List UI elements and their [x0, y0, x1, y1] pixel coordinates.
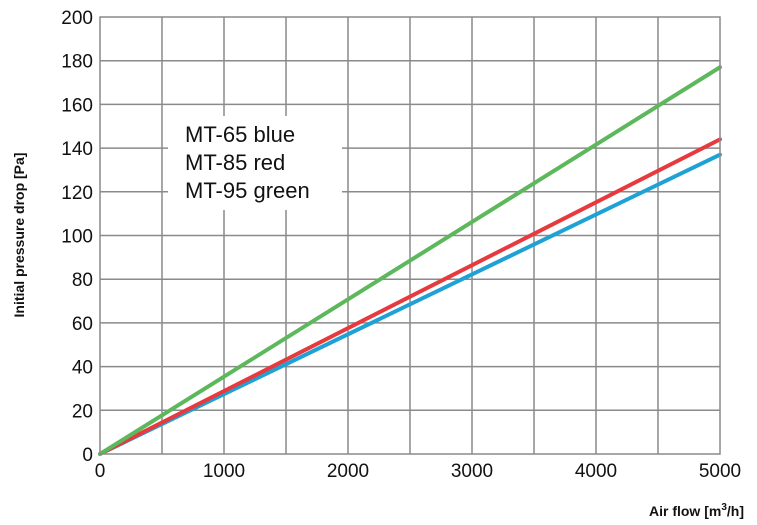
y-tick-label: 60 [72, 314, 93, 335]
x-tick-label: 5000 [699, 461, 741, 482]
y-tick-label: 0 [82, 445, 93, 466]
tick-labels: 0 1000 2000 3000 4000 5000 0 20 40 60 80 100 120 140 1… [61, 8, 741, 482]
x-axis-title: Air flow [m3/h] [649, 502, 744, 519]
x-tick-label: 3000 [451, 461, 493, 482]
y-tick-label: 120 [61, 183, 93, 204]
series-line-mt65 [98, 152, 722, 456]
x-tick-label: 1000 [203, 461, 245, 482]
series-lines [98, 65, 722, 456]
y-tick-label: 20 [72, 401, 93, 422]
y-tick-label: 80 [72, 270, 93, 291]
legend-box: MT-65 blue MT-85 red MT-95 green [168, 116, 342, 210]
y-tick-label: 40 [72, 358, 93, 379]
grid [100, 17, 720, 454]
x-axis-title-superscript: 3 [721, 502, 727, 513]
y-tick-label: 100 [61, 227, 93, 248]
y-tick-label: 180 [61, 52, 93, 73]
legend-note-mt65: MT-65 blue [185, 122, 295, 147]
plot-frame [99, 16, 721, 455]
x-axis-title-end: /h] [727, 503, 744, 519]
x-axis-title-main: Air flow [m [649, 503, 721, 519]
y-tick-label: 160 [61, 95, 93, 116]
legend-box-background [168, 116, 342, 210]
series-line-mt95 [98, 65, 722, 456]
legend-note-mt85: MT-85 red [185, 150, 285, 175]
y-axis-title: Initial pressure drop [Pa] [11, 153, 27, 318]
x-tick-label: 4000 [575, 461, 617, 482]
legend-note-mt95: MT-95 green [185, 178, 310, 203]
y-tick-label: 200 [61, 8, 93, 29]
x-tick-label: 0 [95, 461, 106, 482]
y-tick-label: 140 [61, 139, 93, 160]
series-line-mt85 [98, 137, 722, 456]
x-tick-label: 2000 [327, 461, 369, 482]
